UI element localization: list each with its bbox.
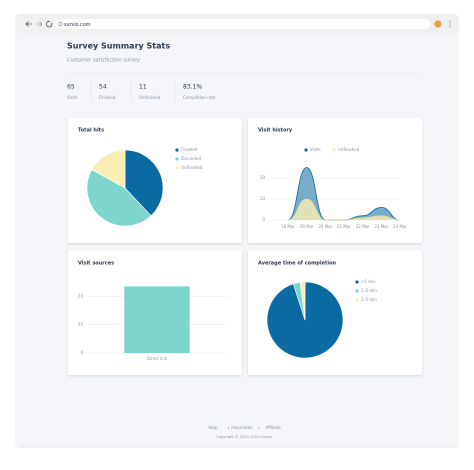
y-tick-label: 20	[260, 175, 266, 180]
pie-slice	[91, 149, 126, 189]
page-title: Survey Summary Stats	[67, 42, 170, 51]
address-bar[interactable]	[55, 19, 430, 29]
x-tick-label: 23 Mar	[374, 224, 388, 229]
legend-swatch	[355, 280, 359, 284]
stats: 65 Visits 54 Finished 11 Unfinished 83.1% Compl…	[67, 82, 216, 101]
stat-label: Completion rate	[183, 95, 216, 100]
stat-value: 65	[67, 84, 75, 91]
legend-label: <1 min	[361, 279, 376, 284]
legend-swatch	[175, 157, 179, 161]
y-tick-label: 20	[78, 293, 84, 298]
stat-value: 11	[139, 84, 147, 91]
legend-label: 2–5 min	[361, 297, 377, 302]
menu-button[interactable]	[449, 20, 451, 28]
y-tick-label: 0	[262, 217, 265, 222]
pie-slice	[86, 169, 152, 227]
x-tick-label: 20 Mar	[318, 224, 332, 229]
x-tick-label: 24 Mar	[393, 224, 407, 229]
footer-link[interactable]: Help	[208, 425, 218, 430]
footer-bullet	[227, 427, 230, 429]
x-tick-label: 19 Mar	[300, 224, 314, 229]
pie-slice	[299, 281, 306, 321]
lock-icon	[58, 22, 63, 26]
x-tick-label: 18 Mar	[281, 224, 295, 229]
profile-avatar[interactable]	[434, 20, 442, 28]
legend-label: Unfinished	[338, 147, 360, 152]
legend-swatch	[332, 148, 336, 152]
reload-button[interactable]	[45, 20, 53, 28]
stat-label: Visits	[67, 95, 78, 100]
stat-label: Finished	[99, 95, 116, 100]
legend-swatch	[304, 148, 308, 152]
x-tick-label: 22 Mar	[356, 224, 370, 229]
page-subtitle: Customer satisfaction survey	[67, 58, 141, 64]
chart-title: Visit sources	[78, 261, 114, 267]
area-fill	[288, 199, 400, 220]
legend-swatch	[355, 298, 359, 302]
y-tick-label: 10	[260, 196, 266, 201]
legend-swatch	[175, 148, 179, 152]
area-line	[287, 198, 401, 221]
area-fill	[288, 167, 400, 220]
legend-label: Visits	[310, 147, 321, 152]
url: survio.com	[64, 22, 91, 28]
x-tick-label: Direct link	[147, 356, 168, 361]
legend-label: 1–2 min	[361, 288, 377, 293]
stat-value: 54	[99, 84, 107, 91]
legend-swatch	[355, 289, 359, 293]
legend-label: Unfinished	[181, 165, 203, 170]
legend-swatch	[175, 166, 179, 170]
bar	[124, 286, 190, 353]
back-button[interactable]	[25, 21, 32, 27]
y-tick-label: 10	[78, 322, 84, 327]
footer-link[interactable]: Affiliate	[265, 425, 281, 430]
chart-title: Average time of completion	[258, 261, 337, 267]
legend-label: Discarded	[181, 156, 202, 161]
legend-label: Finished	[181, 147, 198, 152]
chart-title: Visit history	[258, 128, 293, 134]
stat-label: Unfinished	[139, 95, 161, 100]
pie-slice	[124, 149, 164, 217]
x-tick-label: 21 Mar	[337, 224, 351, 229]
copyright: Copyright © 2013-2021 Survio	[216, 435, 272, 439]
forward-button[interactable]	[36, 21, 43, 27]
footer-link[interactable]: Inspiration	[231, 425, 253, 430]
stat-value: 83.1%	[183, 84, 202, 91]
charts: Total hits Finished Discarded Unfinished Vis…	[78, 128, 407, 362]
chart-title: Total hits	[78, 128, 104, 134]
footer-bullet	[257, 427, 260, 429]
y-tick-label: 0	[80, 350, 83, 355]
footer: Help Inspiration Affiliate Copyright © 2013…	[208, 425, 281, 439]
